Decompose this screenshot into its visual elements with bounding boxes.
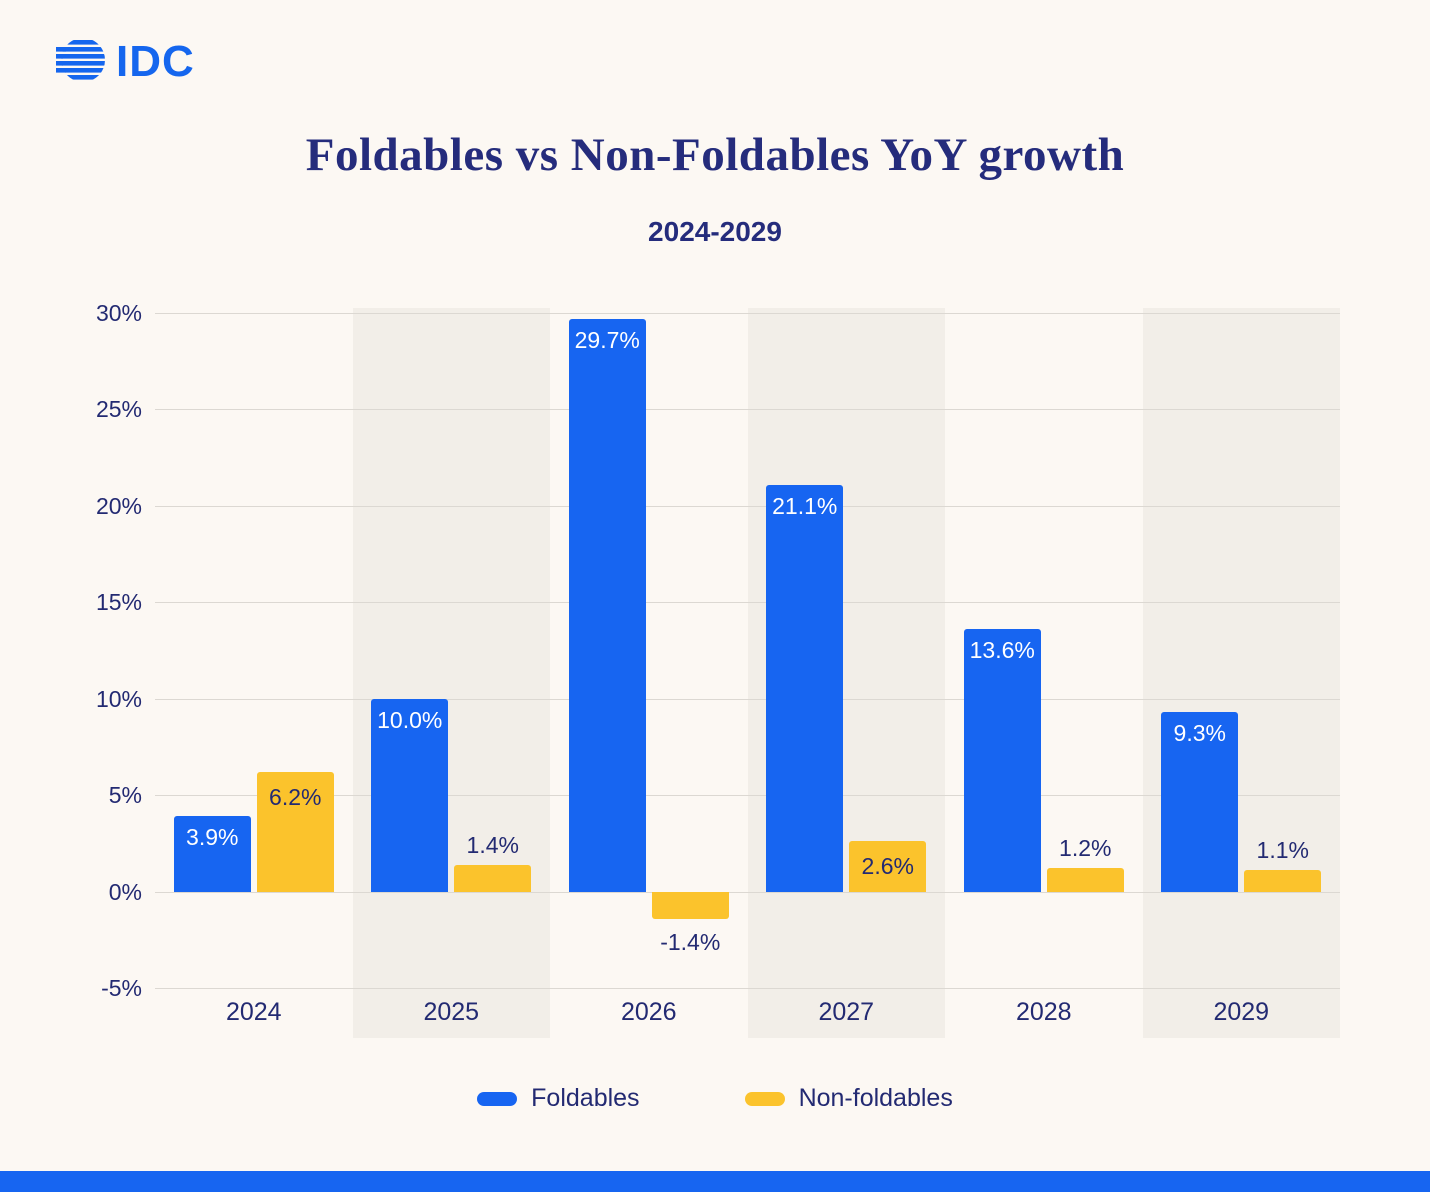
legend-label: Non-foldables: [798, 1084, 953, 1112]
y-tick-label: 0%: [108, 878, 142, 905]
bar-non-foldables: 6.2%: [256, 772, 334, 892]
bar-value-label: 29.7%: [574, 326, 640, 353]
legend-label: Foldables: [531, 1084, 640, 1112]
bar-value-label: 21.1%: [772, 492, 838, 519]
y-tick-label: 20%: [95, 492, 142, 519]
bar-value-label: 3.9%: [186, 824, 239, 851]
x-tick-label: 2025: [423, 998, 480, 1026]
gridline: [155, 891, 1340, 893]
bar-value-label: 10.0%: [377, 706, 443, 733]
bar-foldables: 29.7%: [568, 318, 646, 892]
x-tick-label: 2026: [620, 998, 677, 1026]
bar-non-foldables: [454, 864, 532, 892]
gridline: [155, 505, 1340, 507]
bar-non-foldables: [1244, 870, 1322, 892]
x-tick-label: 2024: [225, 998, 282, 1026]
bar-non-foldables: [651, 891, 729, 919]
idc-logo-text: IDC: [116, 37, 195, 86]
bar-non-foldables: 2.6%: [849, 841, 927, 892]
chart-title: Foldables vs Non-Foldables YoY growth: [305, 129, 1125, 181]
gridline: [155, 313, 1340, 314]
legend-item: Non-foldables: [744, 1084, 953, 1113]
chart-legend: Foldables Non-foldables: [0, 1084, 1430, 1113]
gridline: [155, 795, 1340, 797]
y-tick-label: 10%: [95, 685, 142, 712]
bar-foldables: 9.3%: [1161, 712, 1239, 892]
bar-foldables: 21.1%: [766, 484, 844, 892]
y-tick-label: 5%: [108, 782, 142, 809]
column-stripe: [1142, 308, 1340, 1038]
y-tick-label: 25%: [95, 396, 142, 423]
globe-icon: [56, 40, 105, 80]
legend-swatch: [477, 1091, 518, 1106]
y-tick-label: 15%: [95, 589, 142, 616]
legend-item: Foldables: [477, 1084, 640, 1113]
gridline: [155, 602, 1340, 604]
x-tick-label: 2028: [1015, 998, 1072, 1026]
gridline: [155, 698, 1340, 700]
x-tick-label: 2027: [818, 998, 875, 1026]
bar-value-label: 9.3%: [1173, 720, 1226, 747]
gridline: [155, 409, 1340, 411]
y-tick-label: -5%: [101, 975, 142, 1001]
legend-swatch: [744, 1091, 785, 1106]
column-stripe: [352, 308, 550, 1038]
bar-value-label: 2.6%: [861, 853, 914, 880]
idc-logo-graphic: IDC: [56, 37, 195, 86]
x-tick-label: 2029: [1213, 998, 1270, 1026]
bar-foldables: 3.9%: [173, 816, 251, 892]
bar-value-label: 1.4%: [466, 831, 519, 858]
chart-subtitle: 2024-2029: [648, 216, 782, 247]
bar-foldables: 13.6%: [963, 629, 1041, 892]
bar-non-foldables: [1046, 868, 1124, 892]
bar-value-label: -1.4%: [660, 928, 721, 955]
bar-foldables: 10.0%: [371, 698, 449, 892]
bar-value-label: 1.1%: [1256, 837, 1309, 864]
y-tick-label: 30%: [95, 300, 142, 326]
bar-value-label: 13.6%: [969, 637, 1035, 664]
idc-logo: IDC: [56, 34, 246, 86]
gridline: [155, 988, 1340, 989]
footer-accent-bar: [0, 1171, 1430, 1192]
bar-value-label: 1.2%: [1059, 835, 1112, 862]
bar-value-label: 6.2%: [269, 784, 322, 810]
